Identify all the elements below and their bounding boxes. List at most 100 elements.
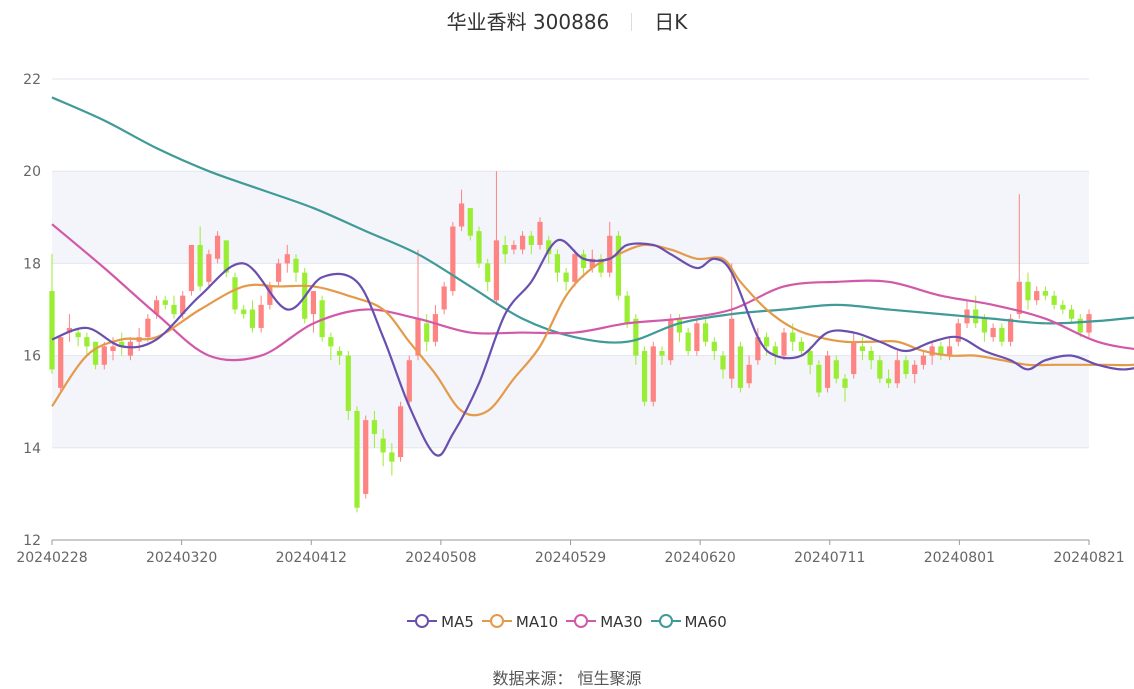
candle-body [232,277,238,310]
candle-body [180,295,186,315]
candle [162,295,168,310]
candle [275,258,282,287]
candle-body [206,254,212,282]
candle [92,341,99,370]
candle [432,304,439,347]
candle [894,350,900,388]
candle-body [746,364,752,384]
candle [1025,272,1031,310]
legend-item-ma30[interactable]: MA30 [566,612,643,631]
candles [49,171,1092,513]
candle [519,231,526,255]
x-tick-label: 20240412 [276,550,347,566]
candle-body [441,286,447,310]
legend-label: MA10 [515,613,559,631]
ma-line-ma10 [51,243,1134,417]
candle [1077,314,1083,338]
legend-label: MA30 [600,613,643,631]
candle-body [92,341,99,365]
candle [284,244,290,273]
candle-body [1016,281,1022,315]
candle-body [528,235,534,245]
candle-body [363,420,369,494]
candle-body [432,314,439,342]
candle-body [920,355,927,365]
candle [659,346,665,365]
candle [554,249,561,282]
candle-body [197,244,203,287]
legend-item-ma10[interactable]: MA10 [481,612,559,631]
candle [737,341,744,393]
candle-body [75,332,81,338]
candle [406,355,412,407]
candle [1016,194,1022,319]
candle [450,221,456,296]
candle-body [702,323,709,342]
candle-body [1086,314,1092,333]
grid-bands [52,171,1089,448]
candle [729,263,735,388]
title-separator [631,13,633,31]
candle-body [807,350,813,365]
candle-body [877,360,883,379]
candle-body [345,355,351,411]
candle-body [284,254,290,264]
candle-body [694,323,700,351]
candle [755,327,761,365]
x-tick-label: 20240529 [535,550,606,566]
candle-body [328,337,334,347]
x-axis: 20240228 20240320 20240412 20240508 20240529… [16,540,1125,566]
legend-item-ma60[interactable]: MA60 [650,612,727,631]
candle [511,240,517,255]
candle [328,332,334,361]
candle-body [851,341,857,375]
candle [441,281,447,315]
legend-label: MA60 [684,613,727,631]
legend-marker-icon [566,614,597,628]
candle-body [790,332,796,342]
candle-body [659,350,665,356]
candle-body [162,300,168,305]
candle-body [598,258,604,273]
y-tick-label: 20 [23,164,41,180]
candle [1060,300,1066,315]
candle [363,415,369,499]
candle-body [1034,291,1040,301]
candle [101,341,107,370]
candle-body [537,221,543,245]
candle-body [912,364,918,375]
candle [912,360,918,384]
candle [807,346,813,375]
candle-body [868,350,874,361]
data-source: 数据来源： 恒生聚源 [0,665,1134,689]
candle-body [624,295,630,324]
y-tick-label: 12 [23,533,41,549]
source-name: 恒生聚源 [577,669,642,688]
candle [572,249,578,287]
legend-item-ma5[interactable]: MA5 [407,612,474,631]
candle-body [859,346,866,351]
candle-body [110,346,116,351]
candle-body [607,235,613,273]
candle-body [1042,291,1049,296]
candle-body [214,235,221,259]
candle [171,295,177,319]
candle-body [188,244,195,292]
candle-body [371,420,378,434]
x-tick-label: 20240320 [146,550,217,566]
candle-body [685,332,691,351]
candle [214,231,221,264]
candle [598,254,604,278]
candle [1086,309,1092,338]
candle-body [493,240,500,301]
legend-label: MA5 [441,613,474,631]
candle [345,350,351,421]
candle-body [633,318,639,356]
candle-body [406,360,412,402]
candle [650,341,656,407]
candle-body [572,254,578,282]
candle [1068,304,1075,324]
candle-body [458,203,465,227]
legend-marker-icon [407,614,438,628]
candle-body [502,244,508,255]
